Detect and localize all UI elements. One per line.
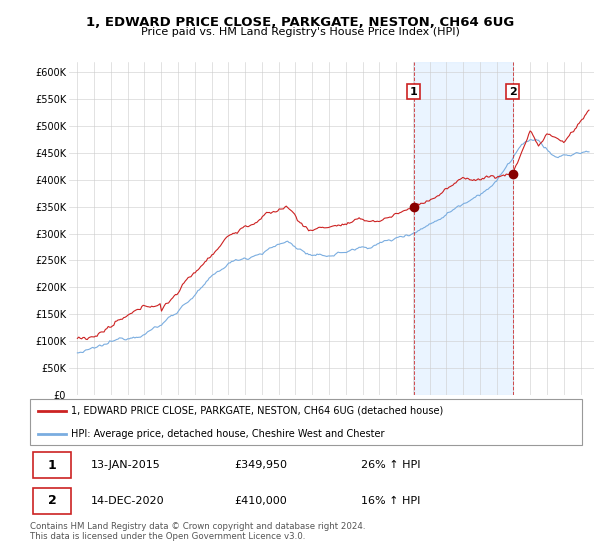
FancyBboxPatch shape (33, 488, 71, 514)
Text: £349,950: £349,950 (234, 460, 287, 470)
Text: Contains HM Land Registry data © Crown copyright and database right 2024.: Contains HM Land Registry data © Crown c… (30, 522, 365, 531)
Text: This data is licensed under the Open Government Licence v3.0.: This data is licensed under the Open Gov… (30, 532, 305, 541)
Text: 26% ↑ HPI: 26% ↑ HPI (361, 460, 421, 470)
FancyBboxPatch shape (33, 452, 71, 478)
Text: 1: 1 (48, 459, 56, 472)
FancyBboxPatch shape (30, 399, 582, 445)
Text: 1, EDWARD PRICE CLOSE, PARKGATE, NESTON, CH64 6UG: 1, EDWARD PRICE CLOSE, PARKGATE, NESTON,… (86, 16, 514, 29)
Bar (413, 62, 513, 395)
Text: £410,000: £410,000 (234, 496, 287, 506)
Text: 2: 2 (48, 494, 56, 507)
Text: HPI: Average price, detached house, Cheshire West and Chester: HPI: Average price, detached house, Ches… (71, 429, 385, 438)
Text: Price paid vs. HM Land Registry's House Price Index (HPI): Price paid vs. HM Land Registry's House … (140, 27, 460, 37)
Text: 16% ↑ HPI: 16% ↑ HPI (361, 496, 421, 506)
Text: 2: 2 (509, 87, 517, 96)
Text: 13-JAN-2015: 13-JAN-2015 (91, 460, 160, 470)
Text: 1, EDWARD PRICE CLOSE, PARKGATE, NESTON, CH64 6UG (detached house): 1, EDWARD PRICE CLOSE, PARKGATE, NESTON,… (71, 406, 443, 416)
Text: 14-DEC-2020: 14-DEC-2020 (91, 496, 164, 506)
Text: 1: 1 (410, 87, 418, 96)
